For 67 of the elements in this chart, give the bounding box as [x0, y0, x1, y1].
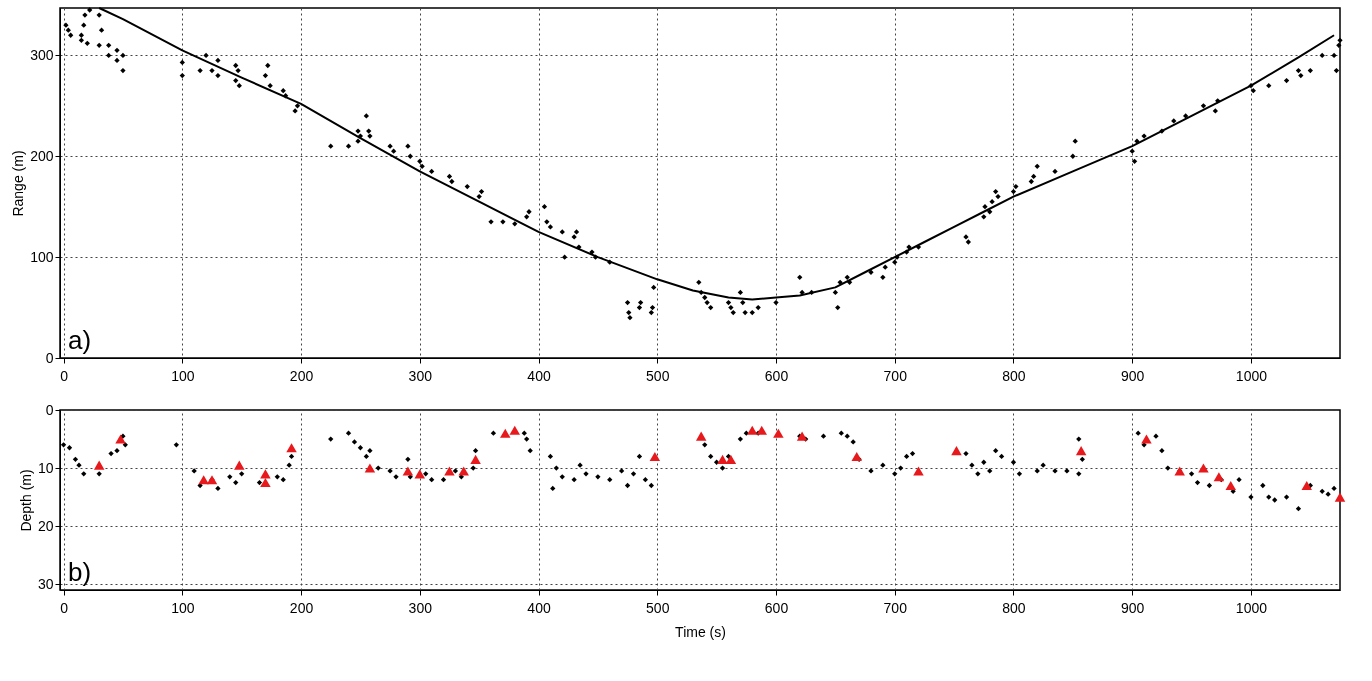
x-tick-label: 300 — [408, 599, 433, 616]
y-tick-label: 10 — [37, 459, 54, 476]
point — [1198, 463, 1209, 473]
x-tick-label: 400 — [527, 599, 551, 616]
y-axis-title: Range (m) — [10, 150, 27, 217]
annotation: a) — [68, 325, 92, 355]
x-tick-label: 100 — [171, 367, 195, 384]
x-tick-label: 100 — [171, 599, 195, 616]
point — [1075, 446, 1087, 456]
y-tick-label: 0 — [45, 401, 54, 418]
annotation: b) — [68, 557, 92, 587]
x-tick-label: 300 — [408, 367, 433, 384]
point — [1301, 480, 1312, 491]
y-tick-label: 20 — [37, 517, 54, 534]
point — [286, 443, 297, 453]
point — [260, 469, 271, 479]
x-tick-label: 600 — [764, 599, 789, 616]
point — [1213, 472, 1225, 482]
point — [364, 463, 376, 473]
x-tick-label: 800 — [1002, 599, 1026, 616]
point — [851, 451, 862, 461]
y-tick-label: 300 — [30, 46, 54, 63]
point — [198, 475, 209, 485]
point — [470, 454, 481, 464]
x-tick-label: 700 — [883, 599, 908, 616]
point — [649, 451, 661, 461]
point — [115, 434, 126, 444]
point — [725, 454, 737, 464]
x-tick-label: 700 — [883, 367, 908, 384]
point — [93, 460, 105, 470]
x-tick-label: 800 — [1002, 367, 1026, 384]
point — [796, 431, 808, 441]
point — [913, 466, 924, 476]
point — [717, 454, 728, 464]
point — [509, 425, 521, 435]
x-tick-label: 200 — [289, 367, 314, 384]
y-tick-label: 200 — [30, 147, 54, 164]
y-tick-label: 30 — [37, 575, 54, 592]
point — [500, 428, 511, 438]
point — [444, 466, 455, 476]
point — [747, 425, 758, 435]
x-tick-label: 1000 — [1235, 599, 1268, 616]
point — [234, 460, 245, 470]
point — [951, 446, 962, 456]
x-axis-title: Time (s) — [675, 623, 726, 640]
point — [695, 431, 707, 441]
point — [1334, 492, 1346, 502]
x-tick-label: 0 — [60, 599, 69, 616]
point — [458, 466, 469, 476]
y-tick-label: 0 — [45, 349, 54, 366]
x-tick-label: 900 — [1121, 599, 1145, 616]
y-axis-title: Depth (m) — [17, 469, 34, 532]
x-tick-label: 200 — [289, 599, 314, 616]
point — [402, 466, 414, 476]
x-tick-label: 900 — [1121, 367, 1145, 384]
point — [1141, 434, 1152, 444]
x-tick-label: 0 — [60, 367, 69, 384]
point — [260, 478, 271, 488]
x-tick-label: 600 — [764, 367, 789, 384]
x-tick-label: 400 — [527, 367, 551, 384]
point — [1225, 480, 1236, 491]
point — [773, 428, 784, 438]
point — [756, 425, 767, 435]
x-tick-label: 500 — [646, 599, 670, 616]
x-tick-label: 500 — [646, 367, 670, 384]
x-tick-label: 1000 — [1235, 367, 1268, 384]
y-tick-label: 100 — [30, 248, 54, 265]
